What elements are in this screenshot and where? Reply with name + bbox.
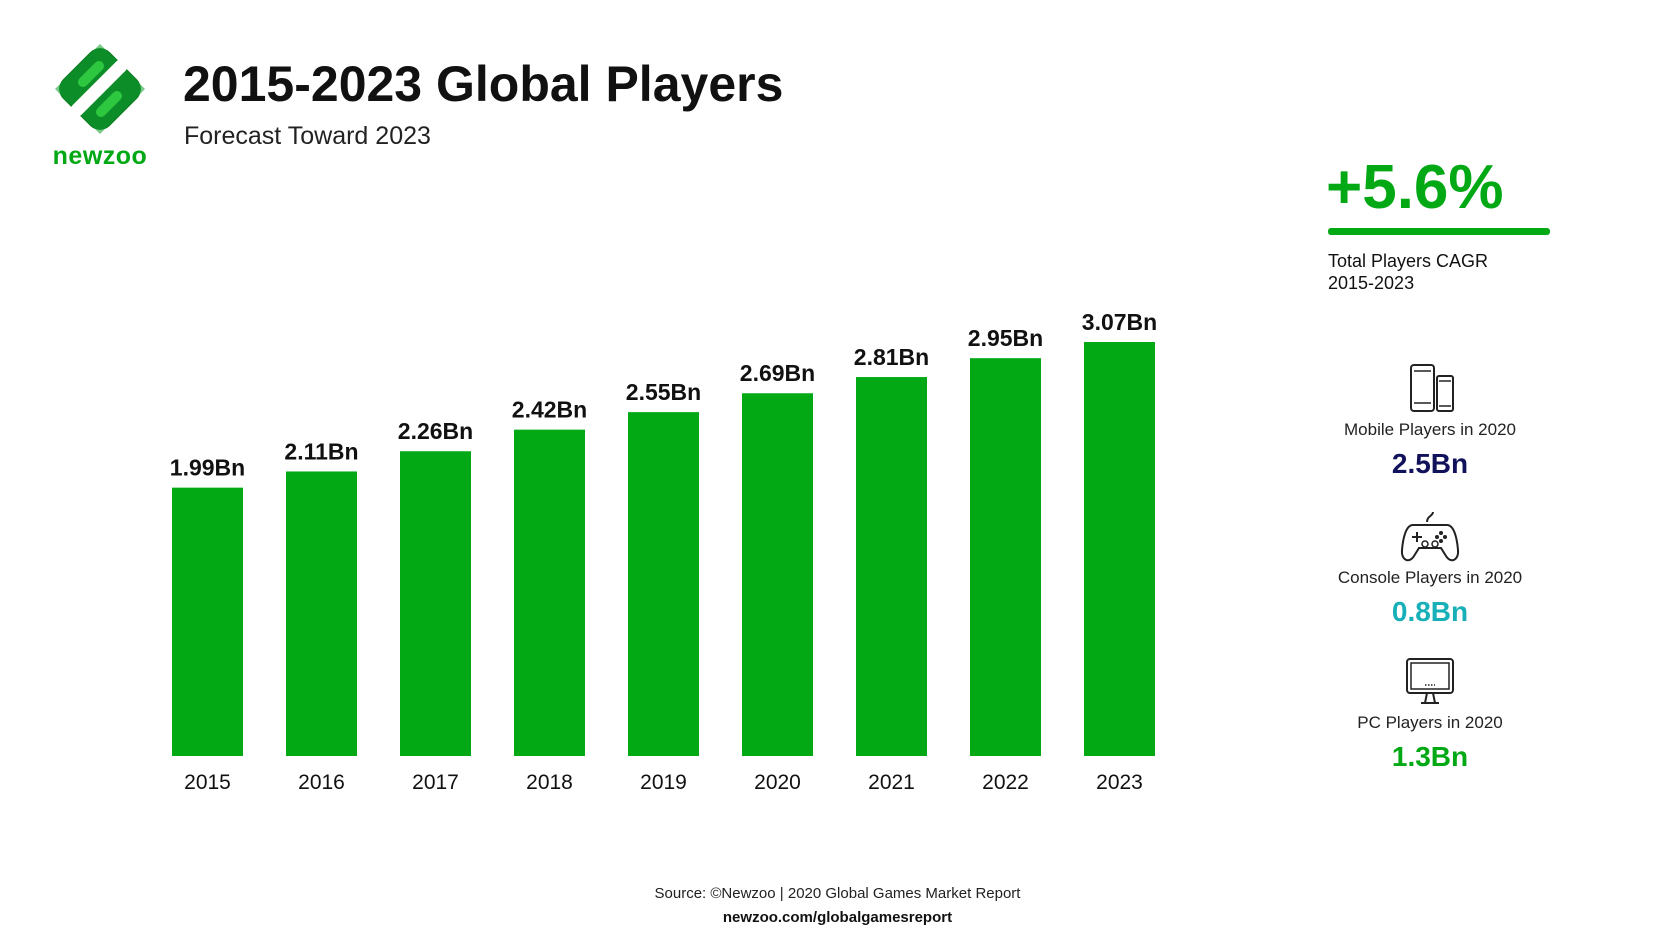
x-tick-label-2018: 2018 [526,771,573,794]
mobile-stat: Mobile Players in 2020 2.5Bn [1310,362,1550,480]
console-label: Console Players in 2020 [1337,568,1523,587]
x-tick-label-2015: 2015 [184,771,231,794]
logo-wordmark: newzoo [52,142,148,170]
x-tick-label-2019: 2019 [640,771,687,794]
x-tick-label-2021: 2021 [868,771,915,794]
bar-2016 [286,471,357,756]
gamepad-icon [1400,511,1460,562]
x-tick-label-2022: 2022 [982,771,1029,794]
bar-2022 [970,358,1041,756]
bar-chart: 1.99Bn 2015 2.11Bn 2016 2.26Bn 2017 2.42Bn 2018… [170,309,1157,794]
cagr-label: Total Players CAGR 2015-2023 [1328,250,1488,294]
page-title: 2015-2023 Global Players [183,56,784,112]
bar-2020 [742,393,813,756]
value-label-2018: 2.42Bn [512,397,587,423]
cagr-label-line2: 2015-2023 [1328,273,1415,293]
x-tick-label-2020: 2020 [754,771,801,794]
monitor-icon [1406,658,1454,704]
value-label-2019: 2.55Bn [626,379,701,405]
bar-2018 [514,429,585,756]
cagr-value: +5.6% [1326,153,1504,222]
console-stat: Console Players in 2020 0.8Bn [1310,510,1550,628]
bar-2015 [172,487,243,756]
bar-2023 [1084,342,1155,756]
page-subtitle: Forecast Toward 2023 [184,122,431,150]
mobile-label: Mobile Players in 2020 [1344,420,1516,439]
cagr-underline [1328,228,1550,235]
mobile-value: 2.5Bn [1391,448,1469,479]
bar-2021 [856,377,927,756]
pc-label: PC Players in 2020 [1357,713,1503,732]
bar-2019 [628,412,699,756]
newzoo-logo: newzoo [44,36,154,176]
x-tick-label-2016: 2016 [298,771,345,794]
source-note: Source: ©Newzoo | 2020 Global Games Mark… [654,885,1021,902]
value-label-2023: 3.07Bn [1082,309,1157,335]
x-tick-label-2023: 2023 [1096,771,1143,794]
cagr-label-line1: Total Players CAGR [1328,251,1489,271]
value-label-2016: 2.11Bn [284,438,358,464]
console-value: 0.8Bn [1391,596,1469,627]
value-label-2021: 2.81Bn [854,344,929,370]
x-tick-label-2017: 2017 [412,771,459,794]
report-url[interactable]: newzoo.com/globalgamesreport [722,909,953,926]
value-label-2017: 2.26Bn [398,418,473,444]
value-label-2015: 1.99Bn [170,455,245,481]
value-label-2020: 2.69Bn [740,360,815,386]
pc-value: 1.3Bn [1391,741,1469,772]
pc-stat: PC Players in 2020 1.3Bn [1310,655,1550,773]
value-label-2022: 2.95Bn [968,325,1043,351]
bar-2017 [400,451,471,756]
newzoo-logo-icon [55,44,145,134]
mobile-devices-icon [1410,364,1454,412]
